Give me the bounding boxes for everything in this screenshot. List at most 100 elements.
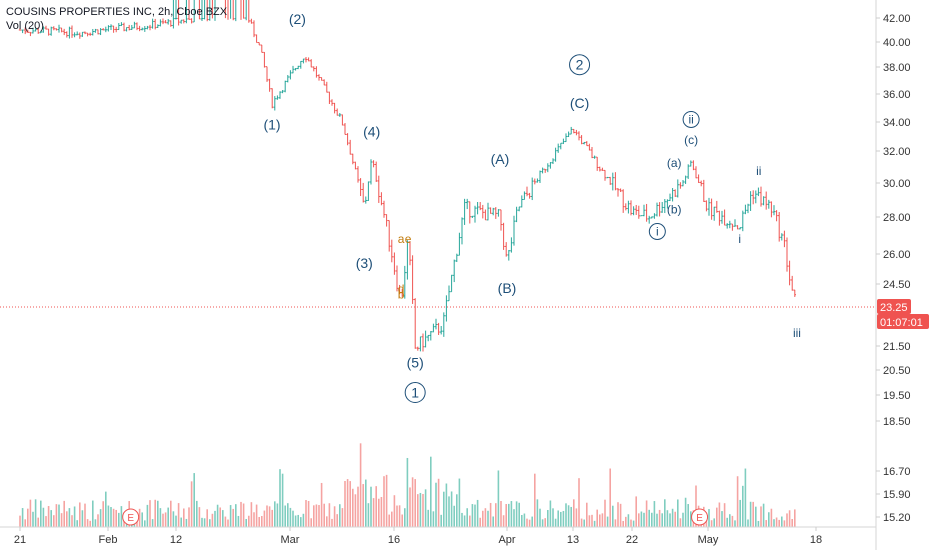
x-tick-label: Mar (281, 534, 300, 546)
candle (575, 129, 578, 136)
candle (502, 222, 505, 250)
candle (427, 334, 430, 342)
candle (120, 22, 123, 27)
price-badge-value: 23.25 (880, 302, 908, 314)
candle (408, 241, 412, 266)
candle (346, 133, 349, 146)
candle (130, 24, 133, 30)
candle (328, 91, 331, 105)
candle (668, 193, 672, 202)
candle (104, 26, 107, 33)
candle (50, 26, 53, 36)
x-tick-label: 12 (170, 534, 182, 546)
y-tick-label: 34.00 (883, 117, 911, 129)
candle (250, 18, 253, 24)
candle (616, 188, 620, 197)
candle (356, 166, 360, 183)
candle (788, 260, 791, 286)
candle (635, 204, 638, 215)
candle (18, 28, 22, 31)
candle (372, 160, 375, 168)
candle (499, 209, 503, 231)
candle (380, 192, 383, 206)
candle (403, 265, 406, 299)
candle (606, 176, 609, 179)
wave-label: iii (793, 326, 801, 340)
candle (419, 336, 422, 352)
candle (115, 26, 118, 33)
earnings-marker[interactable]: E (691, 508, 709, 526)
candle (658, 202, 661, 217)
x-tick-label: May (698, 534, 719, 546)
candle (614, 172, 617, 191)
candle (156, 24, 159, 28)
y-tick-label: 15.20 (883, 512, 911, 524)
candle (551, 158, 555, 165)
candle (148, 24, 152, 31)
candle (122, 22, 126, 32)
candle (63, 28, 66, 36)
earnings-marker[interactable]: E (122, 508, 140, 526)
candle (484, 209, 487, 221)
candle (37, 27, 40, 34)
x-axis[interactable]: 21 Feb 12 Mar 16 Apr 13 22 May 18 (14, 527, 822, 546)
candle (468, 201, 471, 224)
candle (406, 240, 409, 280)
candle (640, 215, 643, 217)
candle (362, 182, 365, 203)
candle (382, 200, 386, 218)
wave-label: a (398, 232, 405, 246)
candle (512, 215, 516, 246)
candle (655, 202, 659, 217)
wave-label: b (398, 288, 405, 302)
wave-label: (4) (363, 124, 380, 140)
candle (133, 21, 136, 29)
wave-label: 1 (411, 385, 419, 401)
wave-label: e (405, 232, 412, 246)
wave-label: (2) (289, 11, 306, 27)
candle (39, 30, 42, 34)
candle (317, 74, 321, 81)
x-tick-label: 18 (810, 534, 822, 546)
candle (424, 330, 427, 348)
candle (564, 133, 568, 143)
candle (601, 167, 604, 171)
candle (81, 31, 84, 37)
candle (793, 289, 796, 297)
candle (515, 206, 518, 223)
candle (671, 188, 674, 202)
candle (243, 0, 245, 19)
y-tick-label: 18.50 (883, 416, 911, 428)
candle (546, 163, 549, 173)
x-tick-label: 13 (567, 534, 579, 546)
candle (666, 199, 669, 209)
candle (510, 237, 513, 253)
candle (645, 203, 648, 222)
candle (73, 32, 76, 38)
candle (203, 0, 206, 20)
candle (260, 44, 263, 53)
candle (642, 204, 646, 217)
volume-bars (19, 443, 796, 527)
y-axis[interactable]: 42.00 40.00 38.00 36.00 34.00 32.00 30.00 28.00… (876, 13, 911, 524)
candle (442, 312, 445, 337)
countdown-badge-bg (877, 314, 929, 329)
candle (450, 274, 453, 293)
wave-label: (1) (263, 116, 280, 132)
candle (146, 25, 149, 30)
candle (531, 177, 534, 201)
candle (759, 186, 763, 207)
y-tick-label: 38.00 (883, 62, 911, 74)
candle (598, 166, 601, 172)
candle (47, 28, 50, 36)
candle (297, 65, 300, 70)
wave-label: (A) (491, 151, 510, 167)
candle (68, 26, 71, 39)
candle (705, 200, 708, 212)
candle (434, 318, 438, 330)
candle (692, 160, 695, 171)
candle (525, 186, 529, 197)
candle (733, 219, 737, 227)
